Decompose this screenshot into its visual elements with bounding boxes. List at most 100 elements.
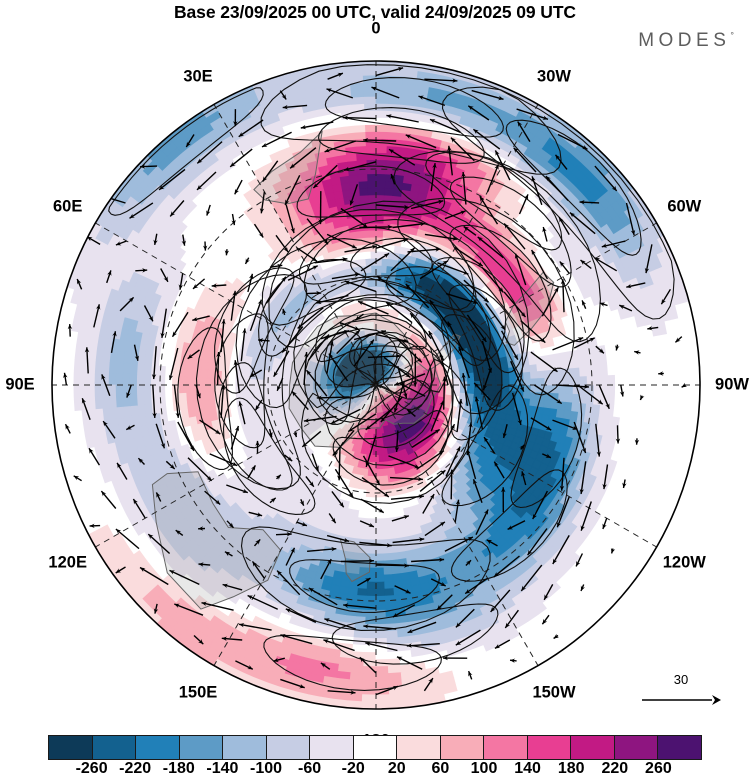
- anomaly-cell: [178, 384, 187, 394]
- anomaly-cell: [368, 229, 377, 238]
- anomaly-cell: [367, 194, 377, 203]
- anomaly-cell: [381, 524, 390, 534]
- anomaly-cell: [375, 145, 387, 154]
- anomaly-cell: [382, 531, 390, 541]
- anomaly-cell: [157, 365, 166, 377]
- anomaly-cell: [357, 173, 368, 182]
- anomaly-cell: [269, 384, 278, 390]
- anomaly-cell: [578, 357, 587, 368]
- anomaly-cell: [385, 602, 397, 611]
- anomaly-cell: [375, 250, 383, 259]
- anomaly-cell: [386, 258, 393, 267]
- anomaly-cell: [375, 567, 385, 576]
- anomaly-cell: [358, 510, 366, 519]
- anomaly-cell: [579, 366, 588, 377]
- anomaly-cell: [375, 595, 386, 604]
- anomaly-cell: [375, 602, 387, 611]
- anomaly-cell: [383, 553, 392, 562]
- anomaly-cell: [165, 402, 174, 413]
- anomaly-cell: [371, 462, 377, 470]
- anomaly-cell: [384, 180, 395, 189]
- anomaly-cell: [136, 363, 145, 376]
- anomaly-cell: [607, 384, 616, 396]
- anomaly-cell: [586, 393, 595, 405]
- anomaly-cell: [384, 581, 395, 590]
- anomaly-cell: [515, 390, 525, 399]
- anomaly-cell: [372, 455, 377, 463]
- anomaly-cell: [487, 389, 496, 396]
- anomaly-cell: [593, 374, 602, 386]
- anomaly-cell: [199, 384, 208, 394]
- polar-map-svg: [51, 60, 701, 710]
- anomaly-cell: [385, 265, 393, 274]
- anomaly-cell: [389, 216, 399, 225]
- anomaly-cell: [248, 384, 257, 391]
- anomaly-cell: [392, 188, 403, 197]
- anomaly-cell: [206, 391, 215, 401]
- anomaly-cell: [375, 532, 384, 541]
- anomaly-cell: [370, 490, 377, 499]
- anomaly-cell: [199, 369, 208, 378]
- anomaly-cell: [375, 518, 383, 527]
- page-title: Base 23/09/2025 00 UTC, valid 24/09/2025…: [174, 2, 576, 22]
- anomaly-cell: [262, 384, 271, 391]
- modes-logo-mark: °: [730, 30, 734, 41]
- anomaly-cell: [383, 574, 394, 583]
- anomaly-cell: [375, 546, 384, 555]
- anomaly-cell: [381, 517, 389, 527]
- anomaly-cell: [362, 531, 370, 541]
- anomaly-cell: [164, 384, 173, 395]
- polar-map: 030E60E90E120E150E180150W120W90W60W30W: [5, 20, 749, 750]
- anomaly-cell: [185, 376, 194, 386]
- anomaly-cell: [207, 362, 216, 372]
- anomaly-cell: [384, 595, 396, 604]
- anomaly-cell: [359, 201, 369, 210]
- anomaly-cell: [522, 391, 532, 399]
- anomaly-cell: [368, 546, 377, 555]
- anomaly-cell: [607, 363, 616, 376]
- anomaly-cell: [392, 573, 403, 582]
- anomaly-cell: [366, 173, 377, 182]
- anomaly-cell: [143, 364, 152, 376]
- anomaly-cell: [200, 399, 209, 409]
- anomaly-cell: [375, 553, 385, 562]
- anomaly-cell: [572, 366, 581, 377]
- anomaly-cell: [529, 370, 539, 379]
- anomaly-cell: [375, 180, 386, 189]
- anomaly-cell: [607, 374, 616, 386]
- anomaly-cell: [466, 388, 475, 394]
- anomaly-cell: [375, 525, 383, 534]
- anomaly-cell: [537, 377, 546, 386]
- anomaly-cell: [593, 364, 602, 376]
- anomaly-cell: [157, 375, 166, 386]
- anomaly-cell: [571, 357, 580, 369]
- anomaly-cell: [206, 369, 215, 379]
- anomaly-cell: [453, 384, 461, 390]
- anomaly-cell: [193, 399, 202, 410]
- anomaly-cell: [269, 380, 278, 386]
- anomaly-cell: [558, 376, 567, 386]
- anomaly-cell: [362, 524, 371, 534]
- anomaly-cell: [522, 371, 532, 379]
- anomaly-cell: [368, 532, 377, 541]
- anomaly-cell: [467, 384, 475, 390]
- anomaly-cell: [375, 497, 382, 506]
- anomaly-cell: [357, 180, 368, 189]
- anomaly-cell: [248, 379, 257, 386]
- anomaly-cell: [369, 511, 377, 520]
- anomaly-cell: [488, 379, 497, 386]
- anomaly-cell: [178, 376, 187, 386]
- anomaly-cell: [185, 368, 194, 378]
- anomaly-cell: [362, 229, 370, 239]
- anomaly-cell: [206, 384, 215, 393]
- anomaly-cell: [366, 595, 377, 604]
- anomaly-cell: [136, 374, 145, 386]
- anomaly-cell: [150, 384, 159, 396]
- anomaly-cell: [600, 374, 609, 386]
- anomaly-cell: [380, 257, 388, 267]
- modes-logo: MODES°: [638, 30, 734, 52]
- anomaly-cell: [150, 394, 159, 406]
- anomaly-cell: [501, 372, 511, 380]
- anomaly-cell: [375, 173, 386, 182]
- anomaly-cell: [136, 384, 145, 396]
